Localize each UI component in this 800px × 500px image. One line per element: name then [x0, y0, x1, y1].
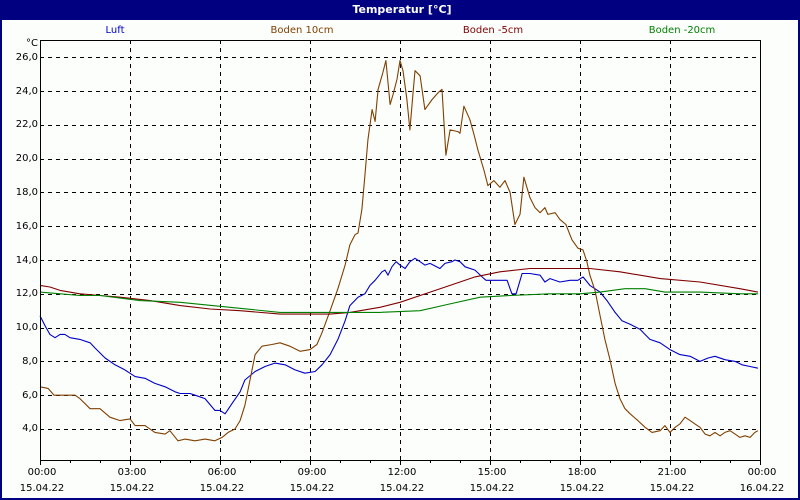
x-tick-date: 15.04.22: [649, 483, 695, 494]
legend-boden-10cm: Boden 10cm: [270, 25, 334, 36]
y-tick-label: 4,0: [22, 423, 38, 434]
legend-boden-5cm: Boden -5cm: [462, 25, 524, 36]
x-tick-date: 15.04.22: [559, 483, 605, 494]
y-tick-label: 8,0: [22, 356, 38, 367]
x-tick-time: 06:00: [207, 467, 237, 478]
x-tick-time: 12:00: [387, 467, 417, 478]
y-tick-label: 16,0: [15, 221, 38, 232]
x-tick-time: 21:00: [657, 467, 687, 478]
y-tick-label: 22,0: [15, 119, 38, 130]
x-tick-date: 15.04.22: [109, 483, 155, 494]
y-tick-label: 10,0: [15, 322, 38, 333]
plot-frame: [40, 40, 761, 465]
x-tick-time: 18:00: [567, 467, 597, 478]
y-tick-label: 12,0: [15, 288, 38, 299]
x-tick-date: 15.04.22: [19, 483, 65, 494]
series-line-luft: [39, 257, 759, 415]
y-tick-label: 18,0: [15, 187, 38, 198]
y-tick-label: 14,0: [15, 255, 38, 266]
x-tick-date: 15.04.22: [199, 483, 245, 494]
series-line-boden-10cm: [39, 60, 759, 442]
y-tick-label: 24,0: [15, 86, 38, 97]
x-tick-date: 16.04.22: [739, 483, 785, 494]
x-tick-time: 09:00: [297, 467, 327, 478]
y-tick-label: 26,0: [15, 52, 38, 63]
legend-luft: Luft: [105, 25, 125, 36]
x-tick-date: 15.04.22: [379, 483, 425, 494]
x-tick-date: 15.04.22: [289, 483, 335, 494]
x-tick-time: 00:00: [747, 467, 777, 478]
data-series: [39, 60, 759, 442]
y-tick-label: 6,0: [22, 390, 38, 401]
x-tick-time: 15:00: [477, 467, 507, 478]
y-axis-unit: °C: [26, 38, 38, 49]
grid-lines: [40, 40, 760, 460]
series-line-boden-5cm: [39, 267, 759, 315]
x-tick-time: 00:00: [27, 467, 57, 478]
series-line-boden-20cm: [39, 288, 758, 313]
x-tick-time: 03:00: [117, 467, 147, 478]
x-tick-date: 15.04.22: [469, 483, 515, 494]
y-tick-label: 20,0: [15, 153, 38, 164]
legend-boden-20cm: Boden -20cm: [648, 25, 716, 36]
window-title: Temperatur [°C]: [2, 0, 800, 20]
